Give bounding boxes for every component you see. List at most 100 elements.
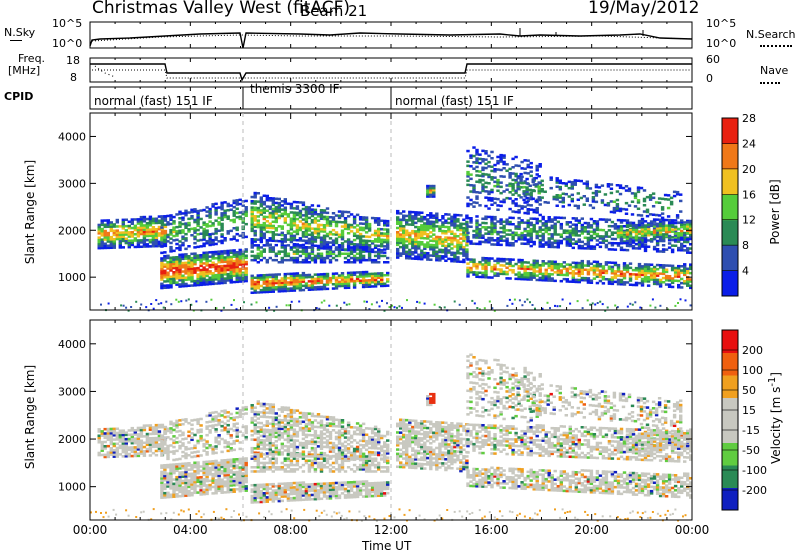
heatmap-cell — [622, 241, 627, 245]
heatmap-cell — [417, 247, 421, 250]
heatmap-cell — [184, 263, 188, 267]
heatmap-cell — [550, 273, 554, 276]
heatmap-cell — [667, 285, 672, 289]
heatmap-cell — [115, 237, 120, 241]
heatmap-cell — [325, 211, 330, 215]
heatmap-cell — [514, 231, 518, 235]
heatmap-cell — [124, 442, 129, 445]
heatmap-cell — [268, 243, 273, 247]
heatmap-cell — [435, 214, 439, 218]
heatmap-cell — [526, 225, 530, 229]
heatmap-cell — [574, 219, 579, 222]
heatmap-cell — [670, 219, 675, 222]
heatmap-cell — [166, 491, 170, 495]
heatmap-cell — [187, 217, 191, 221]
heatmap-cell — [160, 447, 165, 450]
heatmap-cell — [426, 245, 430, 249]
heatmap-cell — [420, 253, 424, 257]
heatmap-cell — [307, 246, 312, 249]
heatmap-cell — [271, 231, 276, 234]
heatmap-cell — [181, 492, 185, 496]
heatmap-cell — [352, 286, 357, 289]
heatmap-cell — [325, 256, 330, 260]
heatmap-cell — [505, 163, 509, 166]
heatmap-cell — [214, 470, 218, 474]
heatmap-cell — [561, 182, 566, 185]
heatmap-cell — [322, 277, 327, 280]
heatmap-cell — [160, 496, 164, 499]
heatmap-cell — [643, 267, 648, 270]
heatmap-cell — [280, 227, 285, 230]
heatmap-cell — [275, 305, 278, 308]
heatmap-cell — [223, 215, 227, 219]
heatmap-cell — [217, 489, 221, 493]
heatmap-cell — [505, 272, 509, 276]
heatmap-cell — [426, 186, 430, 190]
heatmap-cell — [136, 441, 141, 445]
velocity-heatmap — [90, 353, 693, 522]
heatmap-cell — [184, 257, 188, 260]
heatmap-cell — [352, 248, 357, 251]
heatmap-cell — [444, 232, 448, 235]
heatmap-cell — [259, 291, 264, 294]
heatmap-cell — [441, 255, 445, 258]
heatmap-cell — [190, 483, 194, 486]
heatmap-cell — [307, 233, 312, 237]
heatmap-cell — [396, 247, 400, 251]
heatmap-cell — [181, 274, 185, 278]
heatmap-cell — [244, 474, 248, 477]
heatmap-cell — [466, 268, 470, 272]
heatmap-cell — [386, 230, 390, 234]
heatmap-cell — [172, 495, 176, 498]
heatmap-cell — [142, 226, 147, 229]
heatmap-cell — [417, 253, 421, 257]
heatmap-cell — [199, 262, 203, 265]
heatmap-cell — [97, 238, 101, 242]
heatmap-cell — [169, 470, 173, 473]
heatmap-cell — [592, 236, 597, 240]
heatmap-cell — [274, 212, 279, 215]
heatmap-cell — [103, 455, 107, 459]
heatmap-cell — [316, 236, 321, 239]
heatmap-cell — [298, 237, 303, 240]
heatmap-cell — [571, 270, 576, 273]
heatmap-cell — [310, 256, 315, 260]
heatmap-cell — [487, 154, 491, 158]
heatmap-cell — [475, 234, 479, 237]
heatmap-cell — [420, 224, 424, 227]
heatmap-cell — [214, 461, 218, 465]
heatmap-cell — [298, 228, 303, 232]
heatmap-cell — [658, 278, 663, 282]
heatmap-cell — [178, 440, 182, 444]
heatmap-cell — [643, 243, 648, 246]
heatmap-cell — [562, 261, 567, 264]
heatmap-cell — [151, 430, 156, 434]
heatmap-cell — [229, 251, 233, 255]
heatmap-cell — [637, 273, 642, 276]
heatmap-cell — [160, 284, 164, 288]
heatmap-cell — [322, 230, 327, 233]
heatmap-cell — [377, 232, 381, 235]
heatmap-cell — [268, 284, 273, 287]
heatmap-cell — [184, 213, 188, 217]
heatmap-cell — [214, 227, 218, 231]
heatmap-cell — [214, 257, 218, 260]
heatmap-cell — [420, 215, 424, 219]
heatmap-cell — [154, 228, 159, 231]
heatmap-cell — [193, 472, 197, 475]
heatmap-cell — [475, 201, 479, 205]
heatmap-cell — [652, 272, 657, 275]
heatmap-cell — [579, 196, 584, 200]
heatmap-cell — [556, 262, 561, 266]
heatmap-cell — [244, 267, 248, 270]
heatmap-cell — [658, 283, 663, 286]
heatmap-cell — [97, 230, 101, 233]
heatmap-cell — [574, 217, 579, 220]
heatmap-cell — [402, 218, 406, 222]
heatmap-cell — [325, 207, 330, 210]
heatmap-cell — [235, 458, 239, 461]
heatmap-cell — [136, 232, 141, 236]
heatmap-cell — [556, 220, 561, 224]
heatmap-cell — [391, 304, 393, 307]
heatmap-cell — [364, 272, 369, 276]
